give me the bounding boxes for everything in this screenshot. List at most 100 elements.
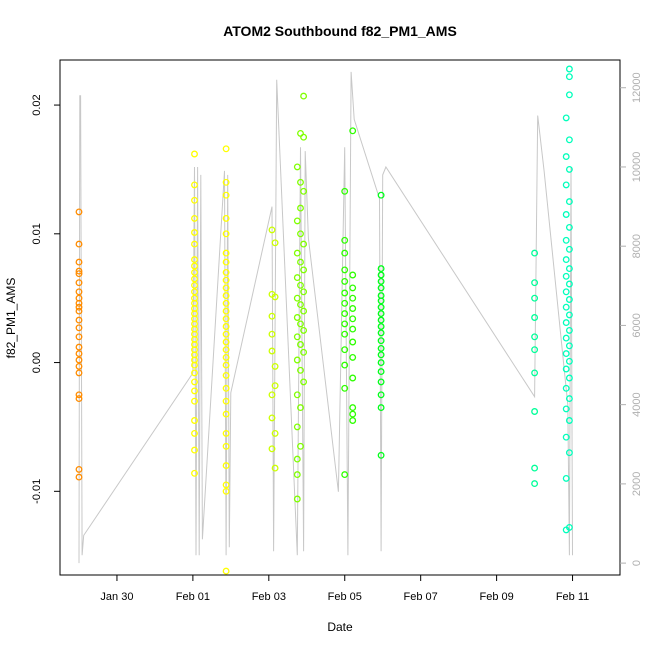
data-point <box>349 417 357 424</box>
data-point <box>293 274 301 282</box>
data-point <box>531 294 539 302</box>
data-point <box>341 310 349 318</box>
data-point <box>377 404 385 412</box>
data-point <box>222 307 230 315</box>
data-point <box>191 361 198 369</box>
data-point <box>531 346 539 354</box>
data-point <box>562 181 570 189</box>
data-point <box>222 361 230 369</box>
data-point <box>222 284 230 292</box>
data-point <box>297 230 304 238</box>
data-point <box>191 240 198 248</box>
data-point <box>293 333 301 341</box>
data-point <box>297 404 304 412</box>
data-point <box>222 292 230 300</box>
data-point <box>562 272 570 280</box>
data-point <box>377 277 385 285</box>
data-point <box>341 361 349 369</box>
data-point <box>191 387 198 395</box>
data-point <box>300 187 308 195</box>
data-point <box>377 271 385 279</box>
x-axis: Jan 30 Feb 01 Feb 03 Feb 05 Feb 07 Feb 09 Feb … <box>100 575 589 603</box>
data-point <box>300 133 308 141</box>
x-tick-label: Feb 11 <box>556 591 589 603</box>
data-point <box>222 481 230 489</box>
data-point <box>349 374 357 382</box>
y-tick-label: -0.01 <box>31 479 43 504</box>
data-point <box>531 369 539 377</box>
data-point <box>297 281 304 289</box>
data-point <box>531 480 539 488</box>
data-point <box>222 145 230 153</box>
y-axis-left: -0.01 0.00 0.01 0.02 <box>31 94 60 504</box>
data-point <box>268 226 276 234</box>
data-point <box>75 369 83 377</box>
data-point <box>562 256 570 264</box>
data-point <box>377 351 385 359</box>
data-point <box>565 91 573 99</box>
data-point <box>222 567 230 575</box>
data-point <box>191 275 198 283</box>
data-point <box>222 268 230 276</box>
data-point <box>75 324 83 332</box>
data-point <box>222 276 230 284</box>
data-point <box>341 289 349 297</box>
data-point <box>293 391 301 399</box>
y2-tick-label: 10000 <box>631 152 643 183</box>
data-point <box>562 334 570 342</box>
data-point <box>191 378 198 386</box>
data-point <box>293 314 301 321</box>
data-point <box>349 404 357 412</box>
data-point <box>565 417 573 424</box>
data-point <box>341 330 349 338</box>
data-point <box>562 211 570 218</box>
data-point <box>377 391 385 399</box>
data-point <box>297 341 304 348</box>
data-point <box>191 229 198 236</box>
data-point <box>565 165 573 173</box>
data-point <box>341 266 349 274</box>
data-point <box>562 405 570 413</box>
data-point <box>349 127 357 135</box>
data-point <box>349 294 357 302</box>
data-point <box>297 320 304 328</box>
data-point <box>268 312 276 320</box>
data-point <box>222 429 230 437</box>
data-point <box>377 344 385 352</box>
data-point <box>268 445 276 453</box>
data-point <box>268 391 276 399</box>
data-point <box>341 236 349 244</box>
data-point <box>341 187 349 195</box>
data-point <box>562 526 570 534</box>
data-point <box>565 311 573 319</box>
data-point <box>297 301 304 309</box>
data-point <box>268 347 276 355</box>
y2-tick-label: 2000 <box>631 472 643 496</box>
data-point <box>297 366 304 374</box>
y2-tick-label: 12000 <box>631 72 643 103</box>
data-point <box>349 271 357 279</box>
data-point <box>531 408 539 415</box>
data-point <box>531 279 539 287</box>
data-point <box>75 473 83 481</box>
data-point <box>268 414 276 422</box>
data-point <box>271 362 279 370</box>
data-point <box>349 284 357 292</box>
y2-tick-label: 0 <box>631 560 643 566</box>
data-point <box>565 374 573 382</box>
data-point <box>565 245 573 253</box>
data-point <box>191 397 198 405</box>
x-tick-label: Feb 09 <box>479 591 513 603</box>
data-point <box>222 338 230 346</box>
data-point <box>562 319 570 327</box>
data-point <box>565 198 573 206</box>
data-point <box>565 326 573 334</box>
data-point <box>293 217 301 225</box>
points-layer <box>75 65 573 575</box>
data-point <box>300 378 308 386</box>
data-point <box>531 314 539 321</box>
data-point <box>377 265 385 273</box>
data-point <box>191 288 198 296</box>
data-point <box>377 284 385 292</box>
data-point <box>191 429 198 437</box>
